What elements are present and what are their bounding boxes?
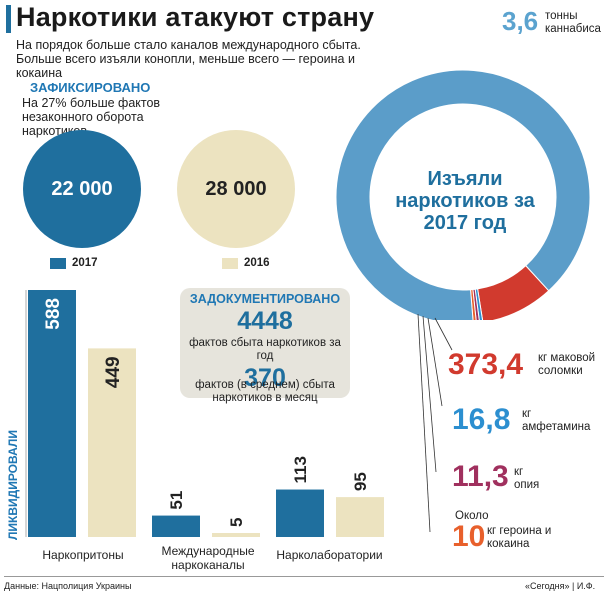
- bar-value-channels-2016: 5: [227, 518, 246, 527]
- bar-value-labs-2017: 113: [291, 456, 310, 483]
- heroin-value: 10: [452, 520, 486, 553]
- legend-swatch-2017: [50, 258, 66, 269]
- cannabis-unit: тонны каннабиса: [545, 10, 601, 35]
- legend-label-2016: 2016: [244, 257, 270, 269]
- opium-value: 11,3: [452, 460, 509, 493]
- leader-opium: [422, 315, 437, 473]
- registered-heading: ЗАФИКСИРОВАНО: [30, 80, 151, 95]
- footer-source: Данные: Нацполиция Украины: [4, 581, 132, 591]
- opium-unit: кг опия: [514, 466, 540, 491]
- circle-2016: 28 000: [177, 130, 295, 248]
- documented-value-year: 4448: [237, 307, 293, 335]
- poppy-value: 373,4: [448, 348, 524, 381]
- cannabis-value: 3,6: [502, 6, 539, 36]
- page-title: Наркотики атакуют страну: [16, 2, 375, 32]
- bar-value-channels-2017: 51: [167, 491, 186, 510]
- bar-labs-2016: [336, 497, 384, 537]
- liquidated-bar-chart: 588 51 113 449 5 95: [25, 290, 384, 537]
- documented-box: [180, 288, 350, 398]
- circle-2017: 22 000: [23, 130, 141, 248]
- leader-amphetamine: [427, 317, 443, 407]
- footer-credit: «Сегодня» | И.Ф.: [525, 581, 596, 591]
- bar-value-dens-2016: 449: [103, 356, 124, 388]
- footer-divider: [4, 576, 604, 577]
- bar-value-labs-2016: 95: [351, 472, 370, 491]
- documented-text-month: фактов (в среднем) сбыта наркотиков в ме…: [195, 379, 335, 404]
- legend-label-2017: 2017: [72, 257, 98, 269]
- bar-channels-2017: [152, 515, 200, 537]
- circle-2017-value: 22 000: [51, 177, 113, 200]
- page-subtitle: На порядок больше стало каналов междунар…: [16, 38, 361, 80]
- bar-dens-2016: [88, 348, 136, 537]
- bar-channels-2016: [212, 533, 260, 537]
- title-accent-bar: [6, 5, 11, 33]
- leader-lines: [417, 313, 453, 533]
- bar-dens-2017: [28, 290, 76, 537]
- heroin-unit: кг героина и кокаина: [487, 525, 552, 550]
- leader-poppy: [434, 317, 453, 351]
- documented-heading: ЗАДОКУМЕНТИРОВАНО: [189, 292, 341, 306]
- amphetamine-value: 16,8: [452, 403, 511, 436]
- documented-value-month: 370: [244, 364, 286, 392]
- amphetamine-unit: кг амфетамина: [522, 408, 591, 433]
- circle-2016-value: 28 000: [205, 177, 267, 200]
- bar-value-dens-2017: 588: [43, 298, 64, 330]
- legend-swatch-2016: [222, 258, 238, 269]
- seized-donut-chart: [335, 69, 591, 320]
- category-label-dens: Наркопритоны: [42, 548, 124, 562]
- documented-text-year: фактов сбыта наркотиков за год: [189, 337, 341, 362]
- poppy-unit: кг маковой соломки: [538, 352, 596, 377]
- bar-labs-2017: [276, 489, 324, 537]
- heroin-prefix: Около: [455, 510, 489, 522]
- category-label-labs: Нарколаборатории: [276, 548, 383, 562]
- donut-center-label: Изъяли наркотиков за 2017 год: [395, 168, 535, 234]
- category-label-channels: Международные наркоканалы: [161, 544, 255, 572]
- leader-heroin: [417, 313, 431, 533]
- donut-slice-cannabis: [335, 69, 591, 320]
